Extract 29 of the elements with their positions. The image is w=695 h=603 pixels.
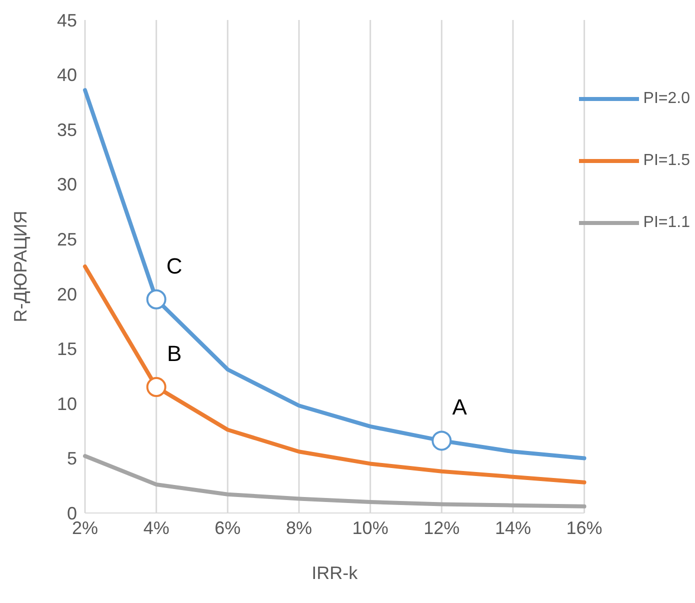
- y-axis-title: R-ДЮРАЦИЯ: [10, 210, 30, 322]
- legend-label: PI=1.1: [643, 214, 690, 232]
- annotation: B: [166, 341, 182, 366]
- point: [432, 430, 452, 451]
- y-tick-label: 10: [56, 394, 77, 414]
- y-tick-label: 35: [56, 120, 77, 140]
- x-tick-label: 10%: [352, 518, 388, 538]
- point: [146, 289, 166, 310]
- y-tick-label: 30: [56, 174, 77, 195]
- line-series: [83, 454, 586, 508]
- y-tick-label: 20: [56, 284, 77, 304]
- x-tick-label: 14%: [494, 518, 531, 538]
- y-tick-label: 40: [56, 65, 77, 86]
- y-tick-label: 45: [56, 10, 77, 30]
- x-tick-label: 12%: [424, 518, 460, 538]
- x-tick-label: 4%: [143, 518, 170, 538]
- annotation: C: [166, 253, 182, 278]
- x-tick-label: 16%: [566, 518, 602, 538]
- x-axis-title: IRR-k: [312, 563, 359, 583]
- y-tick-label: 15: [56, 339, 77, 360]
- y-tick-label: 5: [66, 448, 77, 469]
- x-tick-label: 8%: [286, 518, 312, 538]
- annotation: A: [452, 394, 468, 420]
- line-series: [83, 88, 586, 460]
- x-tick-label: 6%: [214, 518, 241, 538]
- legend-label: PI=1.5: [643, 152, 690, 170]
- point: [146, 377, 166, 398]
- legend-label: PI=2.0: [643, 90, 690, 108]
- y-tick-label: 25: [56, 230, 77, 250]
